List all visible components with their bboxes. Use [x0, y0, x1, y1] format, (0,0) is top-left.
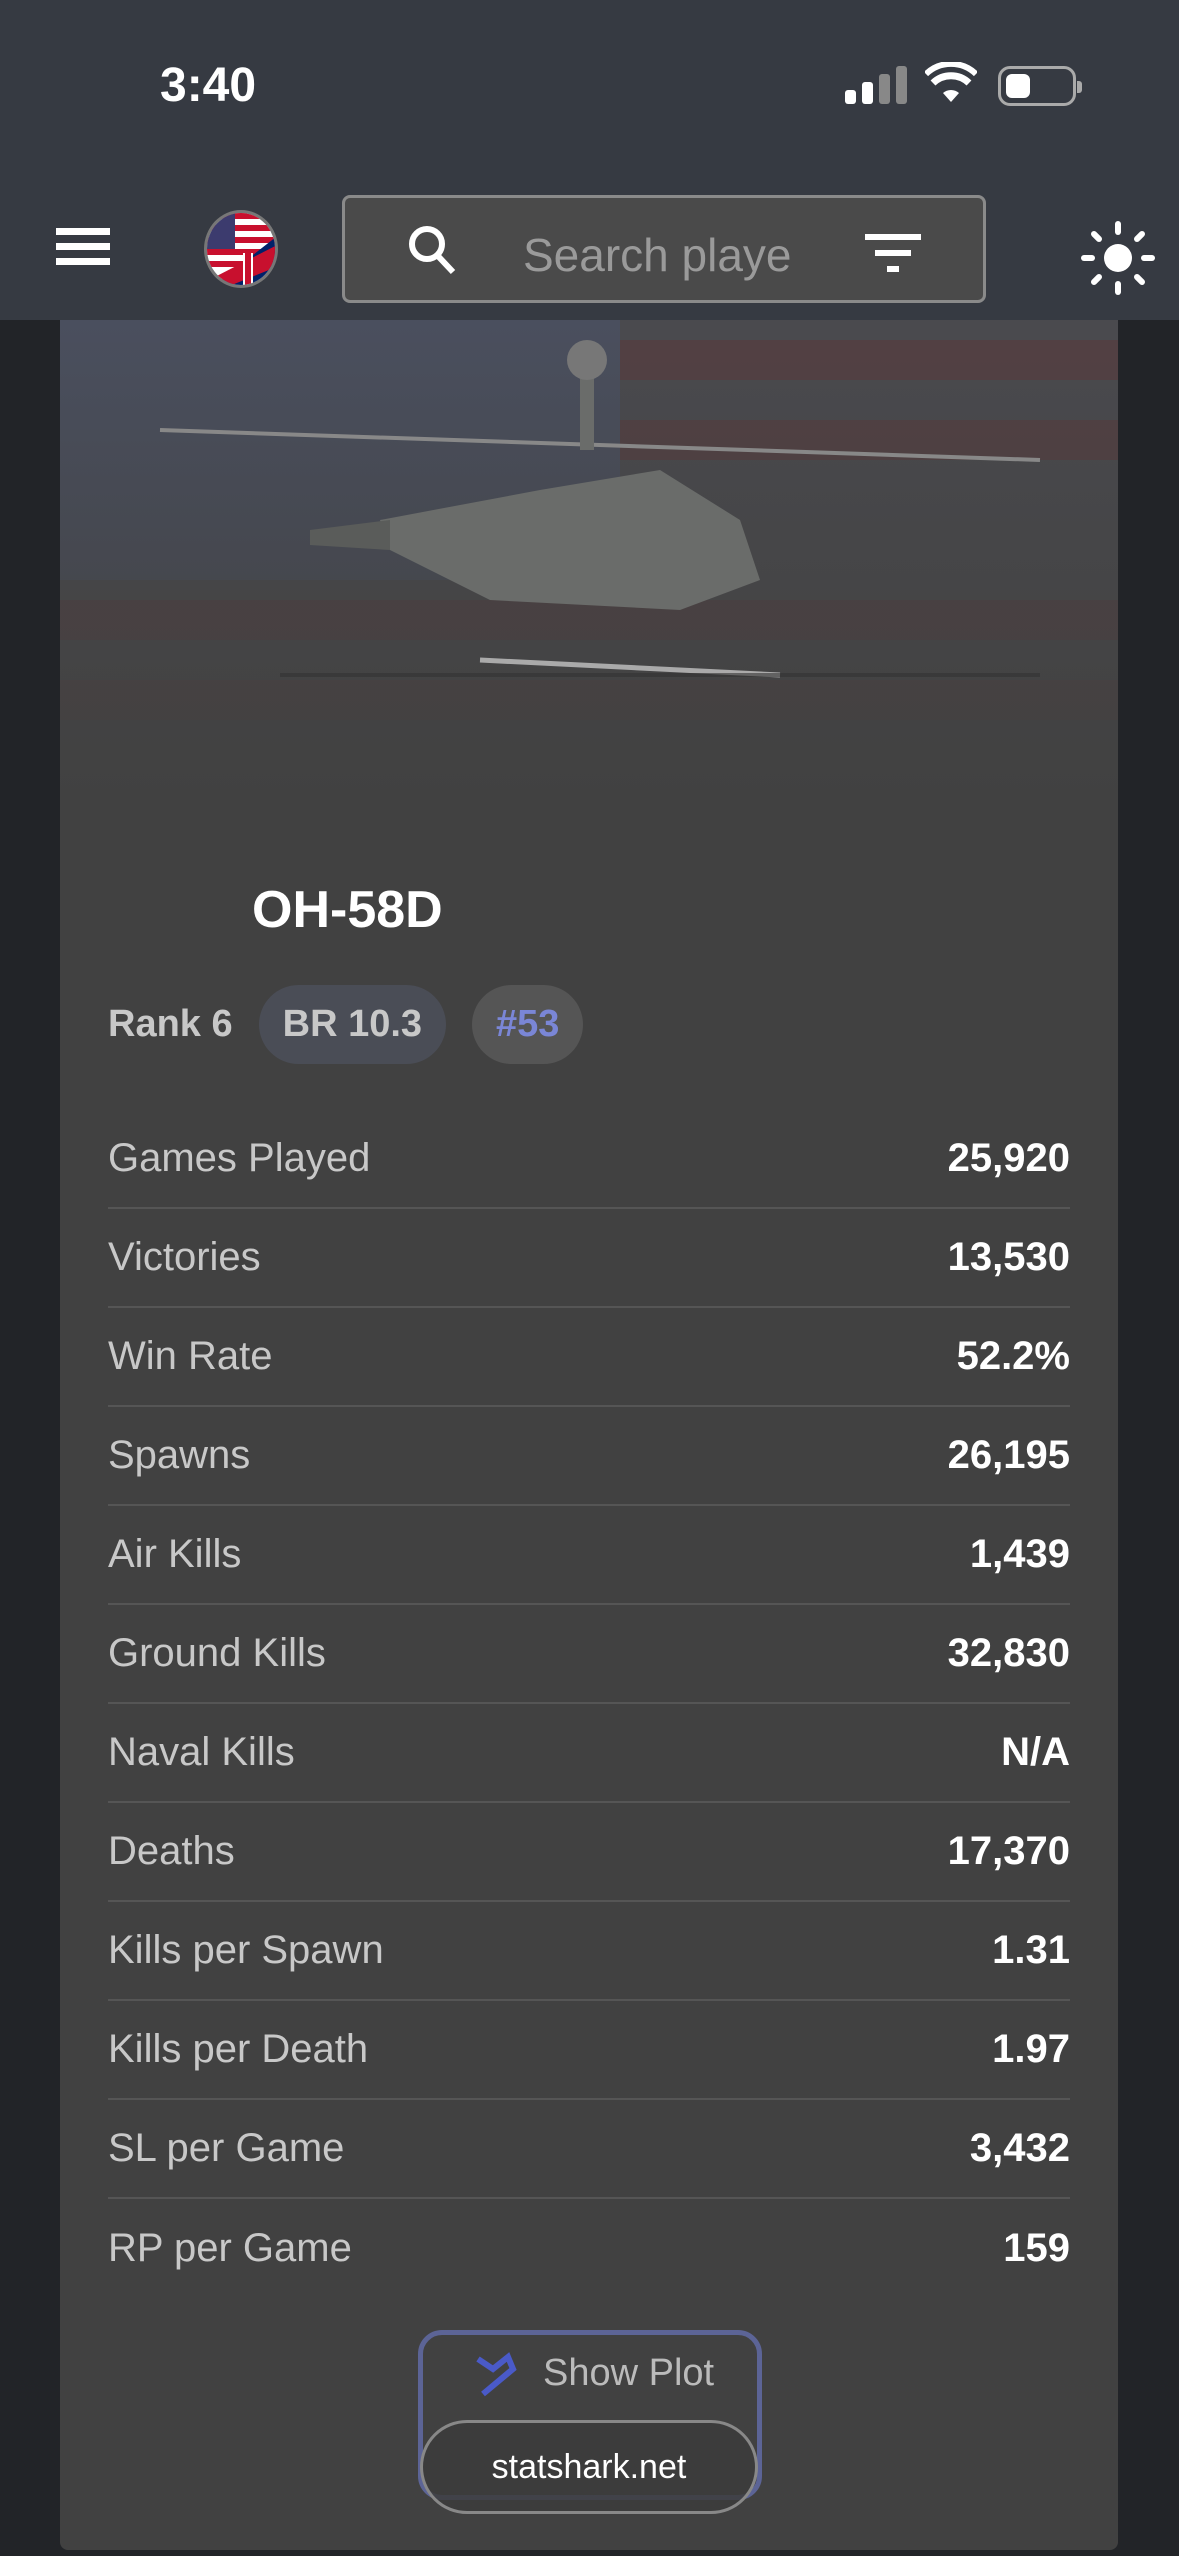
stat-value: 1,439	[969, 1532, 1070, 1576]
stat-row: Air Kills 1,439	[108, 1506, 1070, 1605]
stat-value: 13,530	[947, 1235, 1070, 1279]
stat-label: Air Kills	[108, 1532, 242, 1576]
vehicle-image	[60, 320, 1118, 800]
stat-label: SL per Game	[108, 2126, 345, 2170]
stat-label: Games Played	[108, 1136, 371, 1180]
stat-label: Kills per Death	[108, 2027, 369, 2071]
stat-label: Kills per Spawn	[108, 1928, 384, 1972]
wifi-icon	[925, 62, 977, 102]
search-placeholder: Search playe	[523, 229, 792, 281]
stat-value: 159	[1003, 2226, 1070, 2270]
stat-label: Win Rate	[108, 1334, 273, 1378]
stat-value: 26,195	[947, 1433, 1070, 1477]
br-badge: BR 10.3	[258, 985, 447, 1064]
stat-value: 32,830	[947, 1631, 1070, 1675]
stat-label: Naval Kills	[108, 1730, 295, 1774]
stat-row: Win Rate 52.2%	[108, 1308, 1070, 1407]
country-flag-icon[interactable]	[204, 210, 278, 288]
stat-row: Games Played 25,920	[108, 1110, 1070, 1209]
show-plot-label: Show Plot	[543, 2352, 715, 2394]
vehicle-badges: Rank 6 BR 10.3 #53	[108, 985, 584, 1064]
stat-value: 25,920	[947, 1136, 1070, 1180]
stat-row: RP per Game 159	[108, 2199, 1070, 2298]
stat-row: SL per Game 3,432	[108, 2100, 1070, 2199]
search-icon	[409, 226, 456, 275]
theme-toggle-sun-icon[interactable]	[1080, 220, 1156, 296]
stat-row: Victories 13,530	[108, 1209, 1070, 1308]
stats-list: Games Played 25,920 Victories 13,530 Win R…	[108, 1110, 1070, 2298]
stat-value: 17,370	[947, 1829, 1070, 1873]
stat-label: Ground Kills	[108, 1631, 326, 1675]
stat-row: Naval Kills N/A	[108, 1704, 1070, 1803]
stat-label: Victories	[108, 1235, 261, 1279]
stat-value: 3,432	[969, 2126, 1070, 2170]
stat-value: 1.97	[992, 2027, 1070, 2071]
stat-value: N/A	[1001, 1730, 1070, 1774]
player-search-input[interactable]: Search playe	[342, 195, 986, 303]
stat-label: Deaths	[108, 1829, 235, 1873]
stat-value: 1.31	[992, 1928, 1070, 1972]
top-nav: Search playe	[0, 170, 1179, 320]
stat-value: 52.2%	[956, 1334, 1070, 1378]
browser-url-pill[interactable]: statshark.net	[420, 2420, 758, 2514]
filter-icon[interactable]	[865, 234, 921, 274]
stat-row: Kills per Spawn 1.31	[108, 1902, 1070, 2001]
chart-line-icon	[476, 2352, 517, 2397]
menu-icon[interactable]	[56, 228, 110, 273]
battery-icon	[998, 66, 1082, 106]
stat-row: Deaths 17,370	[108, 1803, 1070, 1902]
position-badge[interactable]: #53	[472, 985, 584, 1064]
url-text: statshark.net	[491, 2447, 687, 2486]
vehicle-name: OH-58D	[252, 881, 443, 939]
stat-row: Kills per Death 1.97	[108, 2001, 1070, 2100]
vehicle-card: OH-58D Rank 6 BR 10.3 #53 Games Played 25…	[60, 320, 1118, 2550]
stat-row: Spawns 26,195	[108, 1407, 1070, 1506]
stat-row: Ground Kills 32,830	[108, 1605, 1070, 1704]
status-bar: 3:40	[0, 0, 1179, 170]
cellular-signal-icon	[845, 66, 907, 104]
stat-label: RP per Game	[108, 2226, 352, 2270]
stat-label: Spawns	[108, 1433, 251, 1477]
rank-label: Rank 6	[108, 1003, 233, 1045]
status-time: 3:40	[160, 59, 257, 112]
